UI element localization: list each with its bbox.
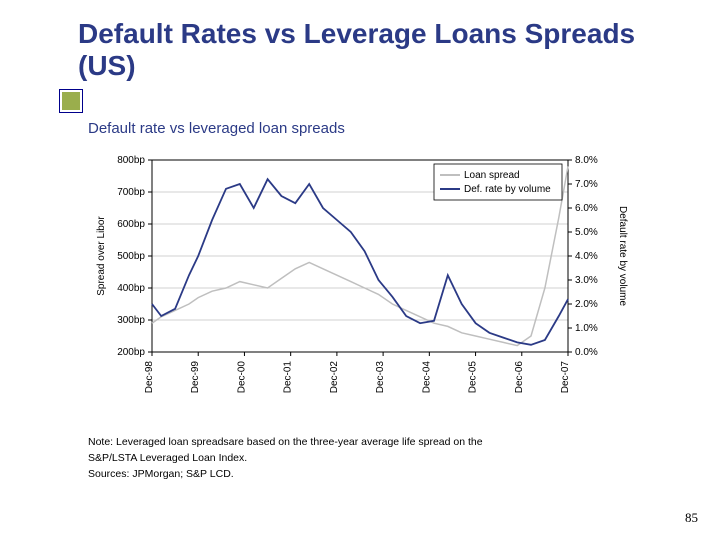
svg-text:700bp: 700bp bbox=[117, 187, 145, 198]
title-row: Default Rates vs Leverage Loans Spreads … bbox=[78, 18, 680, 82]
svg-text:500bp: 500bp bbox=[117, 251, 145, 262]
chart-subtitle: Default rate vs leveraged loan spreads bbox=[88, 120, 345, 137]
svg-text:8.0%: 8.0% bbox=[575, 155, 598, 166]
svg-text:Dec-03: Dec-03 bbox=[375, 361, 386, 394]
svg-text:Dec-07: Dec-07 bbox=[560, 361, 571, 394]
footnote: Note: Leveraged loan spreadsare based on… bbox=[88, 435, 680, 482]
svg-text:6.0%: 6.0% bbox=[575, 203, 598, 214]
slide-title: Default Rates vs Leverage Loans Spreads … bbox=[78, 18, 680, 82]
svg-text:Default rate by volume: Default rate by volume bbox=[617, 206, 628, 306]
svg-text:Dec-02: Dec-02 bbox=[329, 361, 340, 394]
svg-text:Dec-99: Dec-99 bbox=[190, 361, 201, 394]
page-number: 85 bbox=[685, 510, 698, 526]
svg-text:Dec-06: Dec-06 bbox=[514, 361, 525, 394]
svg-text:Def. rate by volume: Def. rate by volume bbox=[464, 184, 551, 195]
svg-text:Spread over Libor: Spread over Libor bbox=[96, 216, 107, 296]
svg-text:Dec-01: Dec-01 bbox=[283, 361, 294, 394]
note-line-3: Sources: JPMorgan; S&P LCD. bbox=[88, 467, 680, 483]
svg-text:400bp: 400bp bbox=[117, 283, 145, 294]
svg-text:Dec-04: Dec-04 bbox=[421, 361, 432, 394]
svg-text:Dec-05: Dec-05 bbox=[468, 361, 479, 394]
svg-text:0.0%: 0.0% bbox=[575, 347, 598, 358]
svg-text:Dec-00: Dec-00 bbox=[236, 361, 247, 394]
svg-text:300bp: 300bp bbox=[117, 315, 145, 326]
svg-text:Dec-98: Dec-98 bbox=[144, 361, 155, 394]
svg-text:4.0%: 4.0% bbox=[575, 251, 598, 262]
svg-text:7.0%: 7.0% bbox=[575, 179, 598, 190]
slide: Default Rates vs Leverage Loans Spreads … bbox=[0, 0, 720, 540]
svg-text:800bp: 800bp bbox=[117, 155, 145, 166]
note-line-2: S&P/LSTA Leveraged Loan Index. bbox=[88, 451, 680, 467]
svg-text:600bp: 600bp bbox=[117, 219, 145, 230]
svg-text:3.0%: 3.0% bbox=[575, 275, 598, 286]
svg-text:1.0%: 1.0% bbox=[575, 323, 598, 334]
chart-svg: 200bp 300bp 400bp 500bp 600bp 700bp 800bp Sprea… bbox=[90, 150, 630, 410]
title-bullet bbox=[62, 92, 80, 110]
svg-text:5.0%: 5.0% bbox=[575, 227, 598, 238]
chart: 200bp 300bp 400bp 500bp 600bp 700bp 800bp Sprea… bbox=[90, 150, 630, 410]
svg-text:2.0%: 2.0% bbox=[575, 299, 598, 310]
svg-text:200bp: 200bp bbox=[117, 347, 145, 358]
svg-text:Loan spread: Loan spread bbox=[464, 170, 520, 181]
note-line-1: Note: Leveraged loan spreadsare based on… bbox=[88, 435, 680, 451]
